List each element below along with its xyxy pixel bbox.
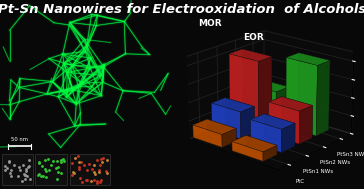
Point [92, 173, 98, 176]
Point [8, 175, 14, 178]
Point [83, 178, 88, 181]
Point [55, 170, 61, 174]
Point [26, 164, 32, 167]
Point [24, 169, 29, 172]
Point [98, 178, 104, 181]
Point [2, 168, 8, 171]
Point [36, 162, 42, 165]
Point [6, 161, 12, 164]
Point [55, 165, 61, 168]
Point [23, 173, 28, 176]
Point [43, 176, 49, 179]
Point [81, 163, 87, 166]
Point [42, 158, 48, 161]
Point [20, 163, 26, 166]
Point [60, 157, 66, 160]
Point [75, 155, 81, 158]
Point [94, 179, 100, 182]
Point [8, 171, 13, 174]
Point [91, 178, 97, 181]
Bar [70, 154, 110, 185]
Point [51, 160, 56, 163]
Point [84, 179, 90, 182]
Point [99, 161, 104, 164]
Point [98, 158, 104, 161]
Point [21, 173, 27, 176]
Point [58, 171, 64, 174]
Point [2, 165, 8, 168]
Point [72, 156, 78, 160]
Point [77, 177, 83, 180]
Point [58, 159, 64, 162]
Point [94, 159, 100, 162]
Point [91, 170, 97, 173]
Point [100, 156, 106, 160]
Point [88, 179, 94, 182]
Point [22, 177, 28, 180]
Text: Pt-Sn Nanowires for Electrooxidation  of Alcohols: Pt-Sn Nanowires for Electrooxidation of … [0, 3, 364, 16]
Point [38, 174, 44, 177]
Point [43, 169, 48, 172]
Point [104, 158, 110, 161]
Point [89, 168, 95, 171]
Text: MOR: MOR [199, 19, 222, 28]
Point [76, 166, 82, 169]
Point [15, 174, 21, 177]
Point [53, 167, 59, 170]
Point [79, 160, 84, 163]
Point [69, 161, 75, 164]
Point [96, 163, 102, 166]
Point [54, 177, 60, 180]
Point [58, 160, 64, 163]
Point [76, 168, 82, 171]
Point [54, 159, 60, 162]
Point [84, 169, 90, 172]
Point [91, 163, 97, 166]
Text: EOR: EOR [244, 33, 264, 42]
Point [35, 174, 41, 177]
Point [16, 165, 22, 168]
Point [96, 170, 102, 174]
Point [70, 170, 75, 173]
Point [103, 170, 109, 173]
Point [8, 169, 14, 172]
Point [76, 161, 82, 164]
Point [36, 161, 41, 164]
Point [42, 168, 48, 171]
Point [48, 164, 54, 167]
Point [71, 172, 76, 175]
Point [94, 181, 100, 184]
Point [69, 173, 75, 176]
Point [23, 168, 28, 171]
Point [24, 175, 30, 178]
Point [11, 164, 17, 167]
Point [96, 169, 102, 172]
Point [46, 168, 51, 171]
Point [61, 160, 67, 163]
Point [25, 159, 31, 162]
Point [39, 165, 45, 168]
Point [22, 173, 28, 176]
Point [80, 180, 86, 184]
Point [17, 168, 23, 171]
Point [6, 159, 12, 162]
Point [27, 177, 33, 180]
Bar [2, 154, 33, 185]
Point [97, 180, 103, 184]
Point [25, 166, 31, 169]
Text: 50 nm: 50 nm [11, 137, 28, 142]
Point [19, 180, 25, 183]
Point [36, 173, 41, 176]
Point [45, 157, 51, 160]
Point [4, 167, 10, 170]
Bar [35, 154, 67, 185]
Point [40, 174, 46, 177]
Point [104, 171, 110, 174]
Point [86, 163, 92, 166]
